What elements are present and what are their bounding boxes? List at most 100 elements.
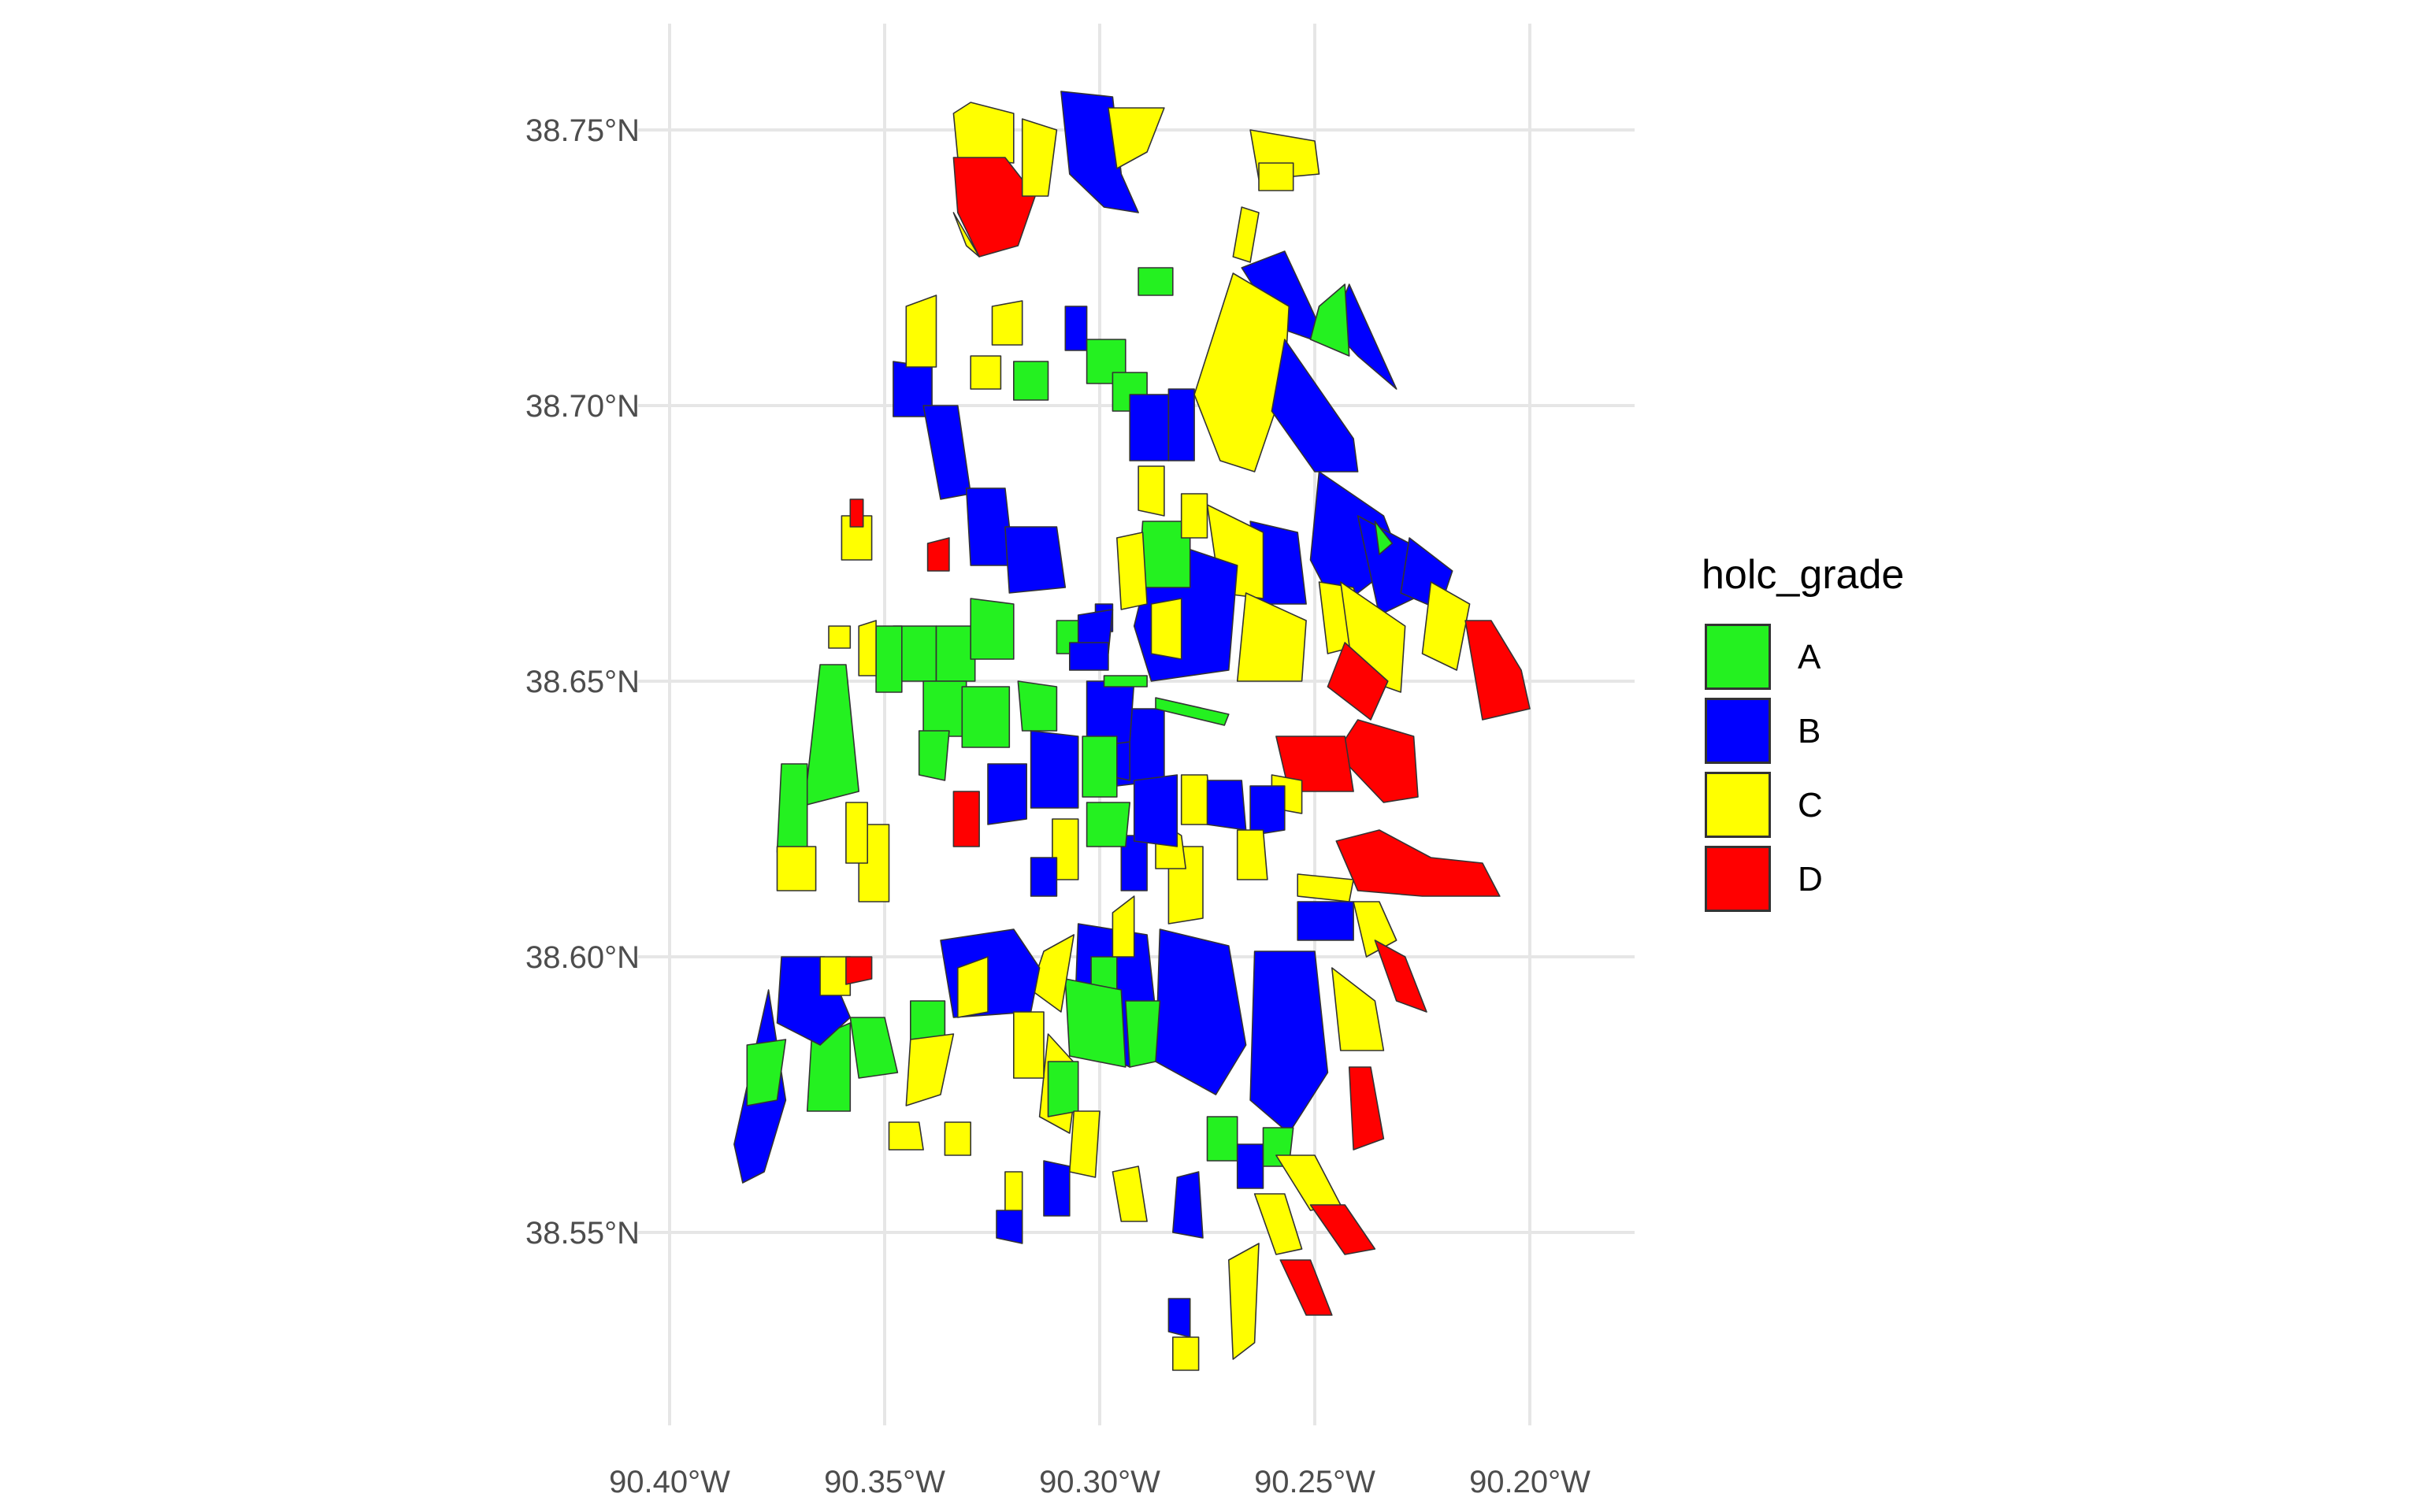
holc-area-a [1155,697,1230,726]
holc-area-c [1193,272,1290,472]
holc-area-b [1133,774,1178,847]
holc-area-d [1279,1259,1333,1316]
holc-area-c [1021,118,1058,197]
holc-area-b [1064,306,1088,351]
holc-area-b [1249,951,1329,1134]
holc-area-c [944,1121,971,1156]
holc-area-b [1249,785,1286,836]
holc-area-a [1064,978,1126,1068]
legend-key-c [1705,772,1771,838]
holc-area-a [849,1017,899,1079]
holc-area-b [1271,339,1359,472]
legend-label-c: C [1798,786,1823,825]
holc-area-b [1069,642,1109,671]
holc-area-a [1047,1061,1079,1117]
polygon-layer [733,91,1531,1371]
holc-area-d [1348,1066,1385,1151]
legend-key-d [1705,846,1771,912]
holc-area-c [858,620,877,676]
legend-item-c: C [1702,772,1938,843]
holc-area-b [922,405,971,500]
holc-area-c [957,956,989,1018]
holc-area-c [1297,873,1354,902]
holc-area-c [1331,967,1385,1051]
holc-area-c [952,212,980,258]
holc-area-c [1236,829,1268,880]
holc-area-a [1103,675,1148,687]
legend: holc_grade A B C D [1702,551,2017,945]
holc-area-c [905,295,937,368]
holc-area-b [940,928,1041,1018]
holc-area-b [1172,1171,1204,1239]
holc-area-b [1129,394,1170,461]
holc-area-c [1138,465,1165,517]
y-tick-label: 38.55°N [525,1216,640,1251]
holc-area-a [1086,802,1130,847]
holc-area-b [1030,730,1079,809]
holc-area-c [1013,1011,1045,1079]
holc-area-b [1206,780,1247,831]
holc-area-a [746,1039,787,1106]
holc-area-a [922,680,967,737]
legend-label-b: B [1798,712,1821,750]
x-tick-label: 90.25°W [1254,1465,1375,1499]
holc-area-d [1335,829,1501,897]
y-tick-label: 38.65°N [525,665,640,699]
holc-area-b [996,1210,1023,1244]
holc-area-c [905,1033,955,1106]
holc-area-a [1374,521,1394,555]
holc-area-c [1172,1336,1200,1371]
holc-area-d [952,157,1036,258]
holc-area-d [1309,1204,1376,1255]
holc-area-c [991,300,1023,346]
y-tick-label: 38.60°N [525,940,640,975]
holc-area-b [1297,901,1354,941]
holc-area-a [961,686,1011,748]
holc-area-a [793,664,859,809]
holc-area-c [952,102,1015,164]
holc-area-a [918,730,950,781]
legend-label-d: D [1798,860,1823,899]
holc-area-d [1374,939,1427,1013]
holc-area-a [776,763,808,853]
holc-area-b [1043,1160,1071,1217]
holc-area-c [828,625,852,649]
holc-area-c [1069,1110,1101,1178]
holc-area-c [1180,493,1208,539]
holc-area-c [1108,107,1165,169]
holc-area-a [1013,361,1049,401]
holc-area-c [845,802,868,864]
x-tick-label: 90.30°W [1039,1465,1160,1499]
holc-area-c [1236,592,1307,682]
holc-area-d [1464,620,1531,721]
legend-label-a: A [1798,638,1821,676]
holc-area-d [849,498,864,528]
holc-area-c [776,846,817,891]
holc-area-d [845,956,873,985]
x-tick-label: 90.40°W [609,1465,730,1499]
holc-area-b [1167,388,1195,461]
holc-area-d [926,537,950,572]
holc-area-d [1275,736,1354,792]
axis-labels: 90.40°W 90.35°W 90.30°W 90.25°W 90.20°W 38.55… [525,113,1590,1499]
holc-area-a [875,625,903,693]
holc-area-c [1253,1193,1303,1255]
holc-area-c [819,956,852,996]
holc-area-c [1353,901,1397,958]
holc-area-a [1138,267,1174,296]
legend-key-a [1705,624,1771,690]
legend-item-d: D [1702,846,1938,917]
holc-area-c [888,1121,924,1151]
y-tick-label: 38.75°N [525,113,640,148]
legend-item-b: B [1702,698,1938,769]
holc-area-a [935,625,976,682]
holc-area-d [1327,642,1389,721]
holc-area-a [1125,1000,1161,1068]
holc-area-a [970,598,1015,660]
holc-area-c [1421,581,1471,671]
holc-area-c [1258,162,1294,191]
holc-area-a [1309,284,1350,357]
holc-area-c [1150,598,1182,660]
